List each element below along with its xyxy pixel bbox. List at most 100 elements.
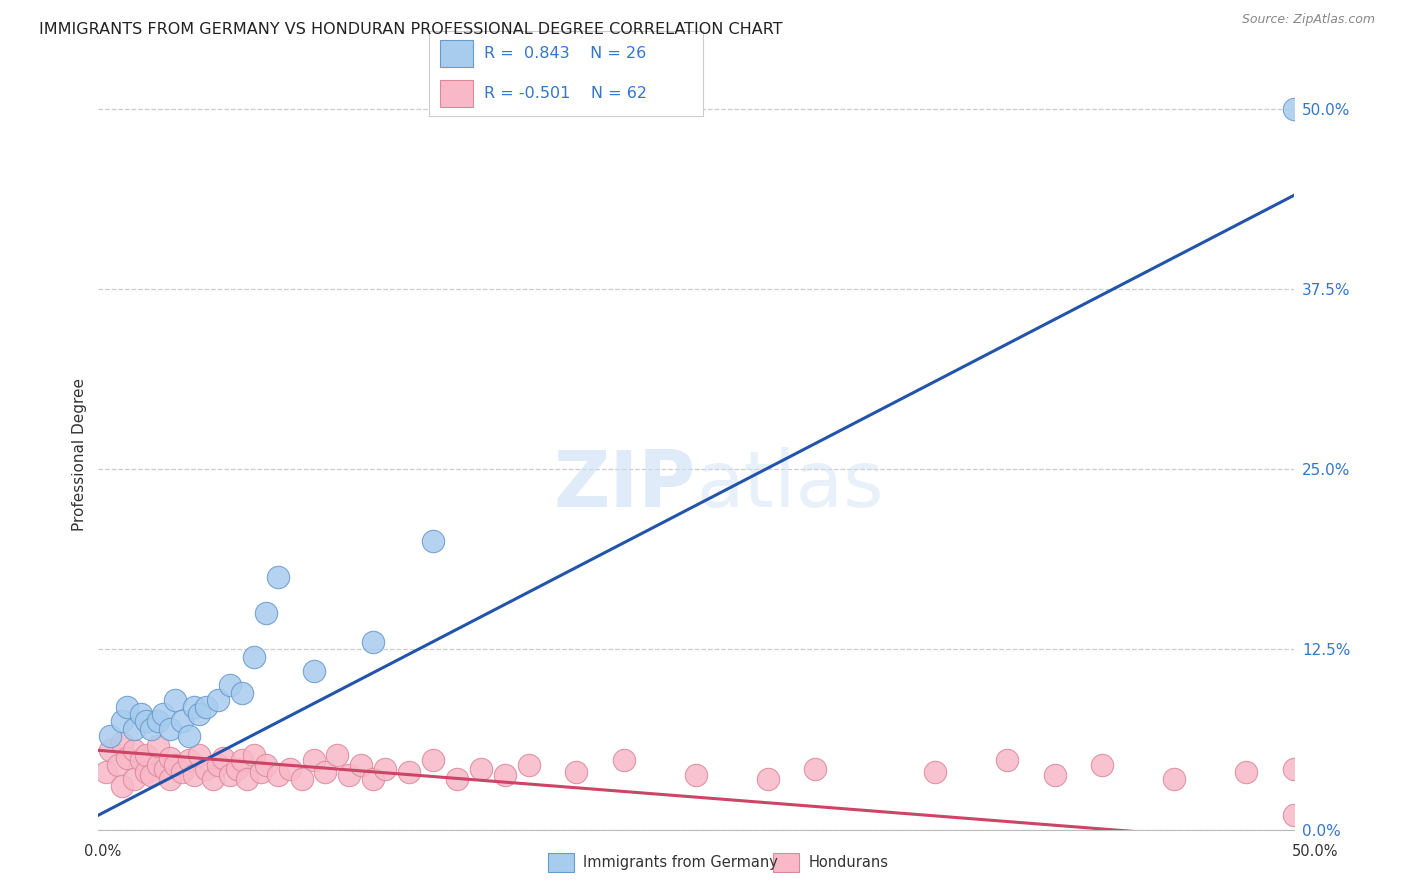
Point bbox=[148, 757, 170, 772]
Point bbox=[195, 762, 218, 776]
Point bbox=[350, 757, 373, 772]
Point bbox=[1043, 768, 1066, 782]
Point bbox=[139, 722, 162, 736]
Point bbox=[326, 747, 349, 762]
Point bbox=[235, 772, 257, 786]
Point bbox=[159, 750, 181, 764]
Point bbox=[111, 714, 134, 729]
Point bbox=[995, 753, 1018, 767]
Text: Source: ZipAtlas.com: Source: ZipAtlas.com bbox=[1241, 13, 1375, 27]
Point bbox=[163, 757, 186, 772]
Point bbox=[219, 768, 242, 782]
Point bbox=[107, 757, 129, 772]
FancyBboxPatch shape bbox=[440, 80, 472, 108]
Point bbox=[183, 768, 205, 782]
Point bbox=[152, 707, 174, 722]
Point bbox=[1091, 757, 1114, 772]
Point bbox=[179, 753, 201, 767]
Text: 0.0%: 0.0% bbox=[84, 845, 121, 859]
Point bbox=[756, 772, 779, 786]
Point bbox=[685, 768, 707, 782]
Point bbox=[98, 743, 122, 757]
Point bbox=[243, 649, 266, 664]
Point bbox=[804, 762, 827, 776]
Point bbox=[446, 772, 468, 786]
Point bbox=[195, 700, 218, 714]
Point bbox=[163, 693, 186, 707]
Text: R =  0.843    N = 26: R = 0.843 N = 26 bbox=[484, 45, 645, 61]
Point bbox=[98, 729, 122, 743]
Text: Hondurans: Hondurans bbox=[808, 855, 889, 870]
Point bbox=[139, 768, 162, 782]
Point bbox=[494, 768, 516, 782]
Point bbox=[219, 678, 242, 692]
Point bbox=[422, 534, 444, 549]
Point bbox=[302, 753, 325, 767]
Y-axis label: Professional Degree: Professional Degree bbox=[72, 378, 87, 532]
Point bbox=[924, 764, 946, 779]
Point bbox=[124, 772, 146, 786]
Point bbox=[131, 707, 153, 722]
Point bbox=[226, 762, 249, 776]
Point bbox=[291, 772, 314, 786]
Point bbox=[517, 757, 540, 772]
Point bbox=[172, 714, 194, 729]
Point bbox=[1234, 764, 1257, 779]
Point bbox=[159, 722, 181, 736]
Point bbox=[183, 700, 205, 714]
Point bbox=[374, 762, 396, 776]
Text: R = -0.501    N = 62: R = -0.501 N = 62 bbox=[484, 87, 647, 102]
Point bbox=[124, 743, 146, 757]
Point bbox=[363, 635, 385, 649]
Point bbox=[124, 722, 146, 736]
Point bbox=[179, 729, 201, 743]
Point bbox=[1282, 762, 1305, 776]
Point bbox=[422, 753, 444, 767]
Point bbox=[250, 764, 273, 779]
Point bbox=[148, 739, 170, 753]
Point bbox=[613, 753, 636, 767]
Point bbox=[1282, 102, 1305, 116]
Point bbox=[115, 700, 138, 714]
Point bbox=[278, 762, 301, 776]
Point bbox=[172, 764, 194, 779]
Text: IMMIGRANTS FROM GERMANY VS HONDURAN PROFESSIONAL DEGREE CORRELATION CHART: IMMIGRANTS FROM GERMANY VS HONDURAN PROF… bbox=[39, 22, 783, 37]
Point bbox=[111, 736, 134, 750]
Point bbox=[187, 707, 209, 722]
Point bbox=[398, 764, 420, 779]
Text: ZIP: ZIP bbox=[554, 447, 696, 523]
Point bbox=[267, 570, 290, 584]
Point bbox=[470, 762, 492, 776]
Point bbox=[315, 764, 337, 779]
Point bbox=[155, 762, 177, 776]
Point bbox=[231, 686, 253, 700]
Point bbox=[363, 772, 385, 786]
Point bbox=[207, 757, 229, 772]
Point bbox=[115, 750, 138, 764]
Point bbox=[202, 772, 225, 786]
Point bbox=[135, 747, 157, 762]
Point bbox=[135, 764, 157, 779]
Point bbox=[565, 764, 588, 779]
Point bbox=[135, 714, 157, 729]
Point bbox=[254, 757, 277, 772]
Point bbox=[159, 772, 181, 786]
Point bbox=[211, 750, 233, 764]
Point bbox=[302, 664, 325, 678]
Point bbox=[254, 607, 277, 621]
Text: atlas: atlas bbox=[696, 447, 883, 523]
Point bbox=[339, 768, 361, 782]
Point bbox=[148, 714, 170, 729]
Point bbox=[267, 768, 290, 782]
Point bbox=[1282, 808, 1305, 822]
Point bbox=[94, 764, 117, 779]
Point bbox=[131, 753, 153, 767]
FancyBboxPatch shape bbox=[440, 40, 472, 67]
Text: Immigrants from Germany: Immigrants from Germany bbox=[583, 855, 779, 870]
Point bbox=[207, 693, 229, 707]
Point bbox=[187, 747, 209, 762]
Point bbox=[111, 780, 134, 794]
Point bbox=[1163, 772, 1185, 786]
Text: 50.0%: 50.0% bbox=[1291, 845, 1339, 859]
Point bbox=[243, 747, 266, 762]
